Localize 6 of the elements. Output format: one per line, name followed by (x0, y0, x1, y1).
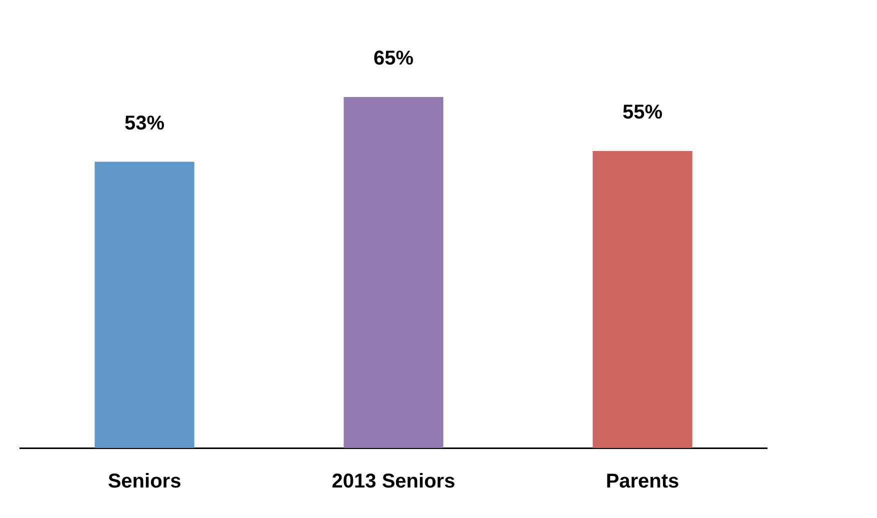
data-label: 65% (373, 48, 414, 70)
data-label: 53% (124, 112, 165, 134)
data-label: 55% (622, 102, 663, 124)
x-tick-label: 2013 Seniors (332, 470, 456, 493)
x-tick-label: Seniors (108, 470, 182, 493)
x-tick-label: Parents (606, 470, 680, 493)
